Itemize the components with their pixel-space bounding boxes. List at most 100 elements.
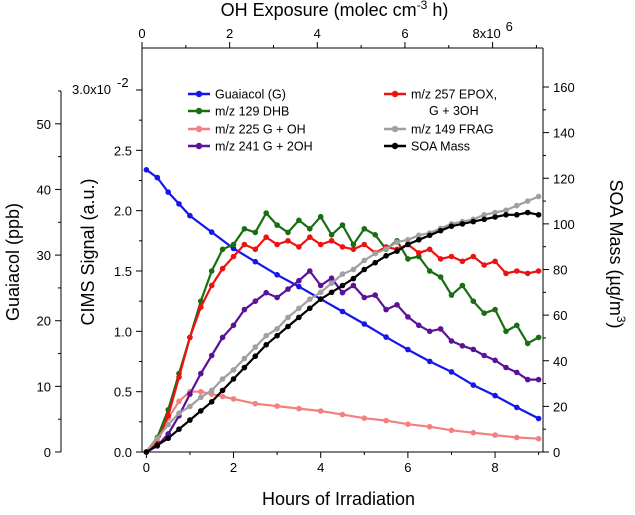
data-point-m-z-241-g-2oh (187, 391, 193, 397)
data-point-m-z-241-g-2oh (252, 298, 259, 305)
data-point-soa-mass (481, 216, 488, 223)
data-point-soa-mass (143, 449, 150, 455)
data-point-m-z-225-g-oh (317, 408, 324, 414)
data-point-m-z-149-frag (524, 198, 531, 204)
data-point-m-z-149-frag (296, 305, 302, 312)
data-point-m-z-149-frag (198, 394, 204, 401)
cims-axis-tick-label: 2.5 (114, 143, 132, 158)
data-point-m-z-129-dhb (448, 292, 455, 298)
data-point-m-z-241-g-2oh (448, 338, 455, 344)
data-point-m-z-225-g-oh (296, 405, 302, 412)
data-point-m-z-241-g-2oh (405, 314, 411, 320)
data-point-soa-mass (503, 212, 509, 218)
plot-area (143, 167, 542, 455)
data-point-m-z-241-g-2oh (230, 322, 237, 329)
soa-axis-tick-label: 40 (553, 354, 567, 369)
data-point-soa-mass (285, 323, 291, 330)
data-point-m-z-257-epox-g-3oh (176, 374, 182, 381)
data-point-m-z-129-dhb (208, 268, 215, 274)
soa-axis-tick-label: 160 (553, 80, 575, 95)
data-point-guaiacol-g (361, 321, 368, 327)
legend-label: Guaiacol (G) (215, 88, 286, 102)
guaiacol-axis-tick-label: 20 (37, 314, 51, 329)
data-point-m-z-225-g-oh (535, 435, 542, 442)
data-point-soa-mass (219, 387, 226, 394)
data-point-guaiacol-g (230, 245, 237, 252)
data-point-m-z-129-dhb (503, 328, 509, 335)
legend-label: m/z 129 DHB (215, 105, 289, 119)
data-point-m-z-225-g-oh (198, 388, 204, 395)
data-point-m-z-149-frag (514, 202, 520, 209)
data-point-m-z-241-g-2oh (437, 326, 444, 332)
data-point-m-z-241-g-2oh (361, 294, 368, 301)
legend-entry: m/z 257 EPOX, G + 3OH (384, 88, 497, 118)
data-point-m-z-149-frag (383, 246, 389, 252)
data-point-m-z-241-g-2oh (503, 364, 509, 371)
data-point-soa-mass (448, 223, 455, 229)
data-point-m-z-149-frag (307, 296, 313, 303)
legend-swatch-marker (391, 125, 399, 133)
data-point-m-z-149-frag (350, 266, 357, 273)
cims-axis-title: CIMS Signal (a.u.) (78, 178, 98, 325)
data-point-soa-mass (492, 214, 498, 220)
data-point-m-z-225-g-oh (448, 427, 455, 434)
data-point-m-z-241-g-2oh (514, 369, 520, 376)
data-point-m-z-129-dhb (492, 306, 498, 313)
data-point-m-z-129-dhb (361, 226, 368, 232)
data-point-m-z-257-epox-g-3oh (448, 253, 455, 260)
data-point-m-z-129-dhb (241, 226, 248, 232)
legend-swatch-marker (391, 90, 399, 98)
data-point-m-z-129-dhb (230, 241, 237, 248)
data-point-m-z-149-frag (361, 257, 368, 264)
bottom-axis-tick-label: 2 (230, 460, 237, 475)
data-point-m-z-149-frag (317, 289, 324, 296)
data-point-m-z-257-epox-g-3oh (535, 268, 542, 274)
data-point-m-z-257-epox-g-3oh (198, 304, 204, 311)
data-point-m-z-225-g-oh (339, 411, 346, 418)
bottom-axis-title: Hours of Irradiation (262, 489, 415, 509)
data-point-m-z-241-g-2oh (372, 292, 379, 298)
data-point-guaiacol-g (208, 229, 215, 235)
data-point-soa-mass (263, 342, 270, 348)
data-point-m-z-129-dhb (535, 334, 542, 341)
cims-axis-tick-label: 2.0 (114, 204, 132, 219)
data-point-m-z-129-dhb (481, 310, 488, 317)
data-point-soa-mass (437, 227, 444, 234)
data-point-m-z-149-frag (285, 314, 291, 321)
data-point-m-z-129-dhb (285, 229, 291, 236)
data-point-m-z-241-g-2oh (535, 376, 542, 383)
data-point-soa-mass (252, 353, 259, 360)
cims-axis-top-exponent: -2 (117, 75, 129, 90)
data-point-m-z-149-frag (241, 355, 248, 362)
data-point-guaiacol-g (405, 346, 411, 353)
data-point-m-z-149-frag (405, 237, 411, 243)
soa-axis-tick-label: 80 (553, 263, 567, 278)
data-point-m-z-225-g-oh (383, 417, 389, 424)
legend: Guaiacol (G) m/z 257 EPOX, G + 3OH m/z 129 … (188, 88, 497, 154)
data-point-m-z-149-frag (208, 387, 215, 394)
data-point-m-z-257-epox-g-3oh (285, 238, 291, 244)
data-point-guaiacol-g (143, 167, 150, 173)
guaiacol-axis-tick-label: 50 (37, 117, 51, 132)
data-point-soa-mass (328, 289, 335, 296)
data-point-m-z-225-g-oh (514, 434, 520, 441)
cims-axis-tick-label: 0.5 (114, 385, 132, 400)
data-point-m-z-225-g-oh (426, 423, 433, 430)
data-point-m-z-149-frag (230, 367, 237, 373)
bottom-axis-tick-label: 4 (317, 460, 324, 475)
data-point-m-z-129-dhb (317, 213, 324, 220)
data-point-soa-mass (426, 232, 433, 239)
data-point-guaiacol-g (252, 258, 259, 265)
data-point-m-z-241-g-2oh (219, 334, 226, 341)
data-point-m-z-129-dhb (274, 222, 280, 228)
data-point-guaiacol-g (470, 382, 477, 388)
data-point-guaiacol-g (296, 283, 302, 290)
data-point-m-z-257-epox-g-3oh (307, 234, 313, 240)
data-point-guaiacol-g (426, 358, 433, 365)
data-point-m-z-241-g-2oh (481, 352, 488, 359)
data-point-m-z-149-frag (187, 403, 193, 410)
data-point-m-z-257-epox-g-3oh (328, 238, 335, 244)
data-point-m-z-257-epox-g-3oh (524, 270, 531, 277)
data-point-soa-mass (165, 435, 171, 442)
data-point-soa-mass (416, 237, 422, 243)
